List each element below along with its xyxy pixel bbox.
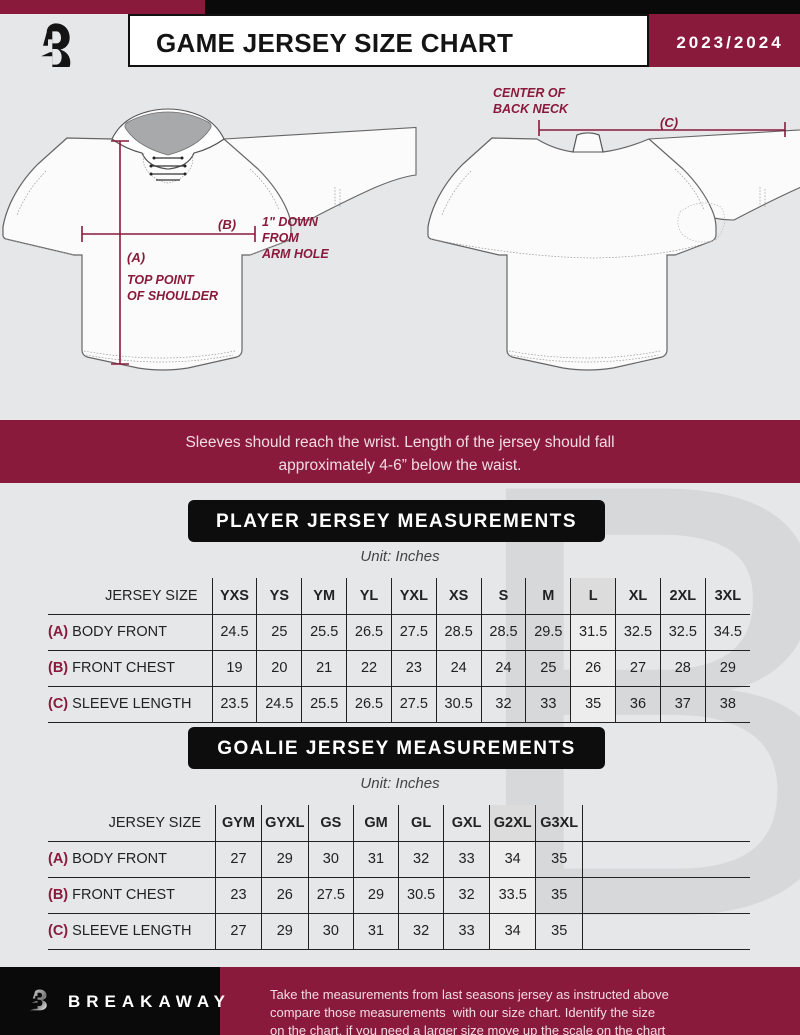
svg-text:ARM HOLE: ARM HOLE (261, 247, 329, 261)
svg-text:BACK NECK: BACK NECK (493, 102, 569, 116)
svg-text:1" DOWN: 1" DOWN (262, 215, 319, 229)
svg-text:OF SHOULDER: OF SHOULDER (127, 289, 218, 303)
svg-text:CENTER OF: CENTER OF (493, 86, 566, 100)
svg-text:(A): (A) (127, 250, 145, 265)
svg-text:(C): (C) (660, 115, 678, 130)
svg-text:(B): (B) (218, 217, 236, 232)
svg-text:FROM: FROM (262, 231, 299, 245)
svg-text:TOP POINT: TOP POINT (127, 273, 195, 287)
